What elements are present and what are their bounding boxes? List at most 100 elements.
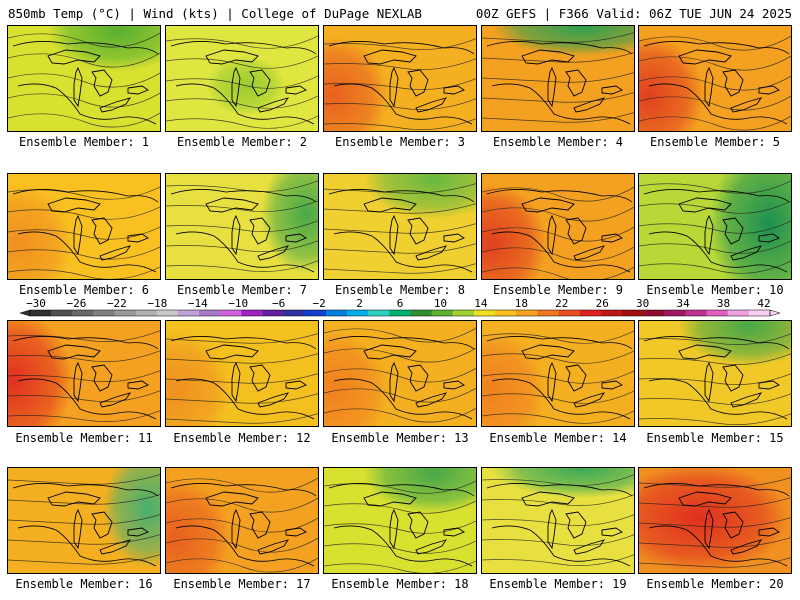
height-contour bbox=[166, 413, 318, 424]
height-contour bbox=[166, 260, 318, 272]
height-contour bbox=[324, 387, 476, 403]
coastline bbox=[170, 336, 317, 420]
height-contour bbox=[8, 534, 160, 545]
ensemble-member-label: Ensemble Member: 17 bbox=[173, 577, 311, 591]
colorbar-tick-label: 42 bbox=[757, 297, 770, 310]
colorbar-tick-label: 26 bbox=[596, 297, 609, 310]
great-lakes-outline bbox=[678, 197, 780, 261]
coastline bbox=[328, 41, 475, 125]
height-contour bbox=[166, 517, 318, 533]
great-lakes-outline bbox=[363, 197, 465, 261]
temperature-field bbox=[324, 174, 476, 279]
great-lakes-outline bbox=[47, 49, 149, 113]
height-contour bbox=[639, 517, 791, 528]
temperature-anomaly-shading bbox=[166, 478, 231, 573]
height-contour bbox=[324, 243, 476, 254]
height-contour bbox=[639, 260, 791, 274]
ensemble-member-map bbox=[638, 467, 792, 574]
temperature-anomaly-shading bbox=[324, 331, 389, 426]
height-contour bbox=[8, 92, 160, 108]
temperature-field bbox=[324, 321, 476, 426]
colorbar-swatch bbox=[51, 310, 73, 316]
colorbar-tick-label: 18 bbox=[515, 297, 528, 310]
height-contour bbox=[482, 92, 634, 103]
height-contour bbox=[324, 367, 476, 383]
colorbar-swatch bbox=[283, 310, 306, 316]
colorbar-tick-label: 38 bbox=[717, 297, 730, 310]
colorbar-swatch bbox=[516, 310, 538, 316]
colorbar-tick-label: −2 bbox=[312, 297, 325, 310]
temperature-anomaly-shading bbox=[261, 174, 318, 274]
ensemble-member-label: Ensemble Member: 3 bbox=[334, 135, 466, 149]
ensemble-member-label: Ensemble Member: 4 bbox=[492, 135, 624, 149]
great-lakes-outline bbox=[205, 344, 307, 408]
temperature-anomaly-shading bbox=[48, 26, 160, 71]
height-contour bbox=[639, 353, 791, 365]
height-contour bbox=[324, 540, 476, 554]
colorbar-tick-label: 22 bbox=[555, 297, 568, 310]
height-contour bbox=[166, 115, 318, 129]
temperature-field bbox=[166, 321, 318, 426]
colorbar-swatch bbox=[664, 310, 686, 316]
height-contour bbox=[166, 353, 318, 364]
height-contour bbox=[8, 266, 160, 279]
coastline bbox=[643, 483, 790, 567]
height-contour bbox=[8, 72, 160, 88]
temperature-field bbox=[639, 321, 791, 426]
height-contour bbox=[166, 333, 318, 344]
colorbar-swatch bbox=[579, 310, 602, 316]
height-contour bbox=[8, 370, 160, 382]
colorbar-swatch bbox=[326, 310, 348, 316]
height-contour bbox=[639, 497, 791, 508]
colorbar-swatch bbox=[600, 310, 623, 316]
coastline bbox=[486, 189, 633, 273]
height-contour bbox=[166, 95, 318, 109]
temperature-anomaly-shading bbox=[364, 468, 476, 513]
great-lakes-outline bbox=[678, 491, 780, 555]
height-contour bbox=[324, 38, 476, 50]
colorbar-swatch bbox=[241, 310, 263, 316]
colorbar-swatch bbox=[748, 310, 771, 316]
great-lakes-outline bbox=[47, 344, 149, 408]
colorbar-swatch bbox=[537, 310, 559, 316]
height-contour bbox=[639, 35, 791, 51]
ensemble-member-map bbox=[323, 320, 477, 427]
temperature-field bbox=[8, 26, 160, 131]
temperature-field bbox=[482, 468, 634, 573]
ensemble-member-label: Ensemble Member: 18 bbox=[331, 577, 469, 591]
great-lakes-outline bbox=[678, 49, 780, 113]
height-contour bbox=[639, 537, 791, 548]
height-contour bbox=[8, 32, 160, 48]
temperature-anomaly-shading bbox=[8, 321, 73, 426]
height-contour bbox=[166, 477, 318, 493]
colorbar-swatch bbox=[643, 310, 665, 316]
temperature-field bbox=[324, 468, 476, 573]
ensemble-member-label: Ensemble Member: 9 bbox=[492, 283, 624, 297]
temperature-anomaly-shading bbox=[166, 331, 231, 426]
coastline bbox=[170, 189, 317, 273]
colorbar-tick-label: −30 bbox=[26, 297, 46, 310]
colorbar-min-arrow bbox=[19, 309, 31, 317]
height-contour bbox=[482, 330, 634, 344]
colorbar-swatch bbox=[622, 310, 644, 316]
temperature-field bbox=[639, 468, 791, 573]
temperature-field bbox=[639, 174, 791, 279]
temperature-field bbox=[482, 26, 634, 131]
colorbar-swatch bbox=[199, 310, 221, 316]
coastline bbox=[643, 336, 790, 420]
colorbar-tick-label: −26 bbox=[67, 297, 87, 310]
height-contour bbox=[324, 223, 476, 234]
height-contour bbox=[8, 474, 160, 485]
height-contour bbox=[482, 226, 634, 242]
great-lakes-outline bbox=[205, 197, 307, 261]
temperature-field bbox=[8, 468, 160, 573]
ensemble-member-label: Ensemble Member: 8 bbox=[334, 283, 466, 297]
ensemble-member-map bbox=[165, 467, 319, 574]
height-contour bbox=[166, 75, 318, 89]
coastline bbox=[12, 189, 159, 273]
height-contour bbox=[482, 350, 634, 364]
height-contour bbox=[166, 557, 318, 573]
height-contour bbox=[482, 206, 634, 222]
ensemble-member-map bbox=[481, 320, 635, 427]
colorbar-swatch bbox=[304, 310, 327, 316]
